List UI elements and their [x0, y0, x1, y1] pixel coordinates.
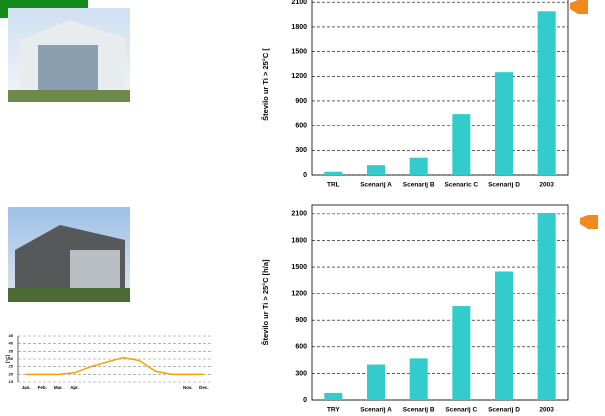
y-tick-label: 0: [303, 172, 307, 179]
bar: [452, 306, 471, 400]
y-tick-label: 30: [9, 356, 14, 361]
y-tick-label: 600: [295, 122, 307, 129]
y-tick-label: 1500: [291, 48, 307, 55]
arrow-icon: [580, 215, 598, 229]
x-tick-label: Scenaric C: [445, 182, 479, 189]
plot-frame: [311, 204, 569, 401]
x-tick-label: TRL: [327, 182, 340, 189]
bar: [495, 72, 513, 175]
line-series: [26, 356, 204, 376]
y-axis-title: Število ur Ti > 25°C [: [261, 48, 270, 121]
x-tick-label: Jan.: [22, 385, 31, 390]
bar: [324, 171, 343, 175]
y-axis-title: Število ur Ti > 25°C [h/a]: [261, 259, 270, 346]
bar: [537, 212, 556, 400]
y-tick-label: 1200: [291, 73, 307, 80]
y-tick-label: 1800: [291, 24, 307, 31]
plot-frame: [311, 0, 569, 176]
bar: [495, 271, 513, 400]
y-axis-title: [°C]: [5, 354, 10, 363]
photo-house-1: [8, 8, 130, 102]
x-tick-label: Mar.: [54, 385, 63, 390]
arrow-icon: [570, 0, 588, 14]
x-tick-label: Scenarij B: [403, 182, 435, 189]
bar: [324, 392, 343, 400]
photo-house-2: [8, 207, 130, 302]
x-tick-label: Dec.: [199, 385, 209, 390]
x-tick-label: 2003: [539, 182, 554, 189]
bar: [537, 11, 556, 176]
x-tick-label: 2003: [539, 407, 554, 414]
x-tick-label: Scenarij B: [403, 407, 435, 414]
y-tick-label: 2100: [291, 0, 307, 6]
y-tick-label: 1500: [291, 264, 307, 271]
y-tick-label: 300: [295, 147, 307, 154]
y-tick-label: 45: [9, 333, 14, 338]
y-tick-label: 600: [295, 344, 307, 351]
x-tick-label: Scenarij A: [360, 407, 392, 414]
y-tick-label: 1200: [291, 290, 307, 297]
y-tick-label: 15: [9, 379, 14, 384]
y-tick-label: 35: [9, 348, 14, 353]
bar: [367, 364, 385, 400]
x-tick-label: Feb.: [38, 385, 47, 390]
y-tick-label: 900: [295, 317, 307, 324]
y-tick-label: 0: [303, 397, 307, 404]
y-tick-label: 25: [9, 364, 14, 369]
y-tick-label: 2100: [291, 211, 307, 218]
x-tick-label: Scenarij C: [445, 407, 477, 414]
bar: [409, 358, 428, 400]
bar: [452, 114, 471, 175]
x-tick-label: Scenarij D: [488, 407, 520, 414]
bar: [367, 165, 385, 175]
x-tick-label: Apr.: [70, 385, 79, 390]
y-tick-label: 1800: [291, 237, 307, 244]
x-tick-label: Nov.: [183, 385, 192, 390]
x-tick-label: TRY: [327, 407, 340, 414]
x-tick-label: Scenarij A: [360, 182, 392, 189]
bar: [409, 157, 428, 175]
y-tick-label: 20: [9, 371, 14, 376]
y-tick-label: 900: [295, 98, 307, 105]
x-tick-label: Scenarij D: [488, 182, 520, 189]
y-tick-label: 40: [9, 341, 14, 346]
y-tick-label: 300: [295, 370, 307, 377]
